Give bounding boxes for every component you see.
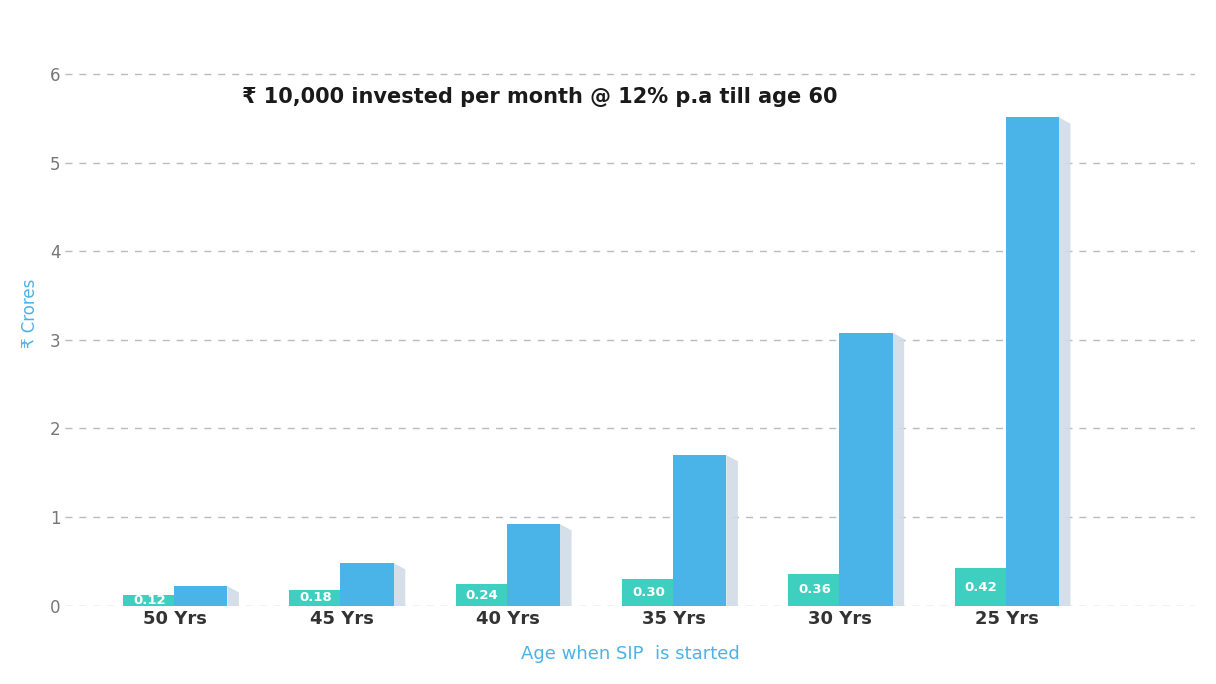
Polygon shape — [174, 605, 240, 612]
Text: 0.24: 0.24 — [466, 588, 499, 601]
Text: ₹ 10,000 invested per month @ 12% p.a till age 60: ₹ 10,000 invested per month @ 12% p.a ti… — [242, 87, 838, 107]
Polygon shape — [841, 574, 854, 612]
Bar — [672, 455, 726, 605]
Polygon shape — [340, 605, 405, 612]
Bar — [174, 586, 227, 605]
Polygon shape — [1008, 568, 1019, 612]
Y-axis label: ₹ Crores: ₹ Crores — [21, 278, 39, 348]
Text: 0.18: 0.18 — [299, 591, 332, 604]
Polygon shape — [394, 563, 405, 612]
Bar — [340, 563, 394, 605]
Text: 0.22: 0.22 — [185, 590, 216, 603]
Bar — [507, 524, 559, 605]
Text: 3.08: 3.08 — [850, 359, 883, 372]
Bar — [289, 590, 343, 605]
Polygon shape — [1006, 605, 1070, 612]
Bar — [1006, 118, 1059, 605]
Text: 0.36: 0.36 — [799, 583, 832, 596]
Polygon shape — [672, 605, 738, 612]
Polygon shape — [507, 605, 572, 612]
Bar — [788, 574, 841, 605]
Polygon shape — [227, 586, 240, 612]
Text: 0.42: 0.42 — [964, 581, 997, 594]
Polygon shape — [508, 584, 520, 612]
Bar — [123, 595, 176, 605]
Polygon shape — [675, 579, 687, 612]
Bar — [456, 584, 508, 605]
Polygon shape — [343, 590, 354, 612]
Bar — [955, 568, 1008, 605]
Text: 0.30: 0.30 — [632, 586, 665, 599]
Text: 0.92: 0.92 — [517, 558, 550, 571]
Bar — [621, 579, 675, 605]
Polygon shape — [1059, 118, 1070, 612]
Polygon shape — [839, 605, 905, 612]
Polygon shape — [176, 595, 188, 612]
Text: 0.48: 0.48 — [350, 578, 383, 591]
Bar — [839, 332, 893, 605]
Polygon shape — [726, 455, 738, 612]
Text: 0.12: 0.12 — [134, 594, 165, 607]
Polygon shape — [559, 524, 572, 612]
Polygon shape — [893, 332, 905, 612]
X-axis label: Age when SIP  is started: Age when SIP is started — [520, 645, 739, 663]
Text: 5.51: 5.51 — [1015, 170, 1048, 183]
Text: 1.70: 1.70 — [683, 466, 716, 479]
